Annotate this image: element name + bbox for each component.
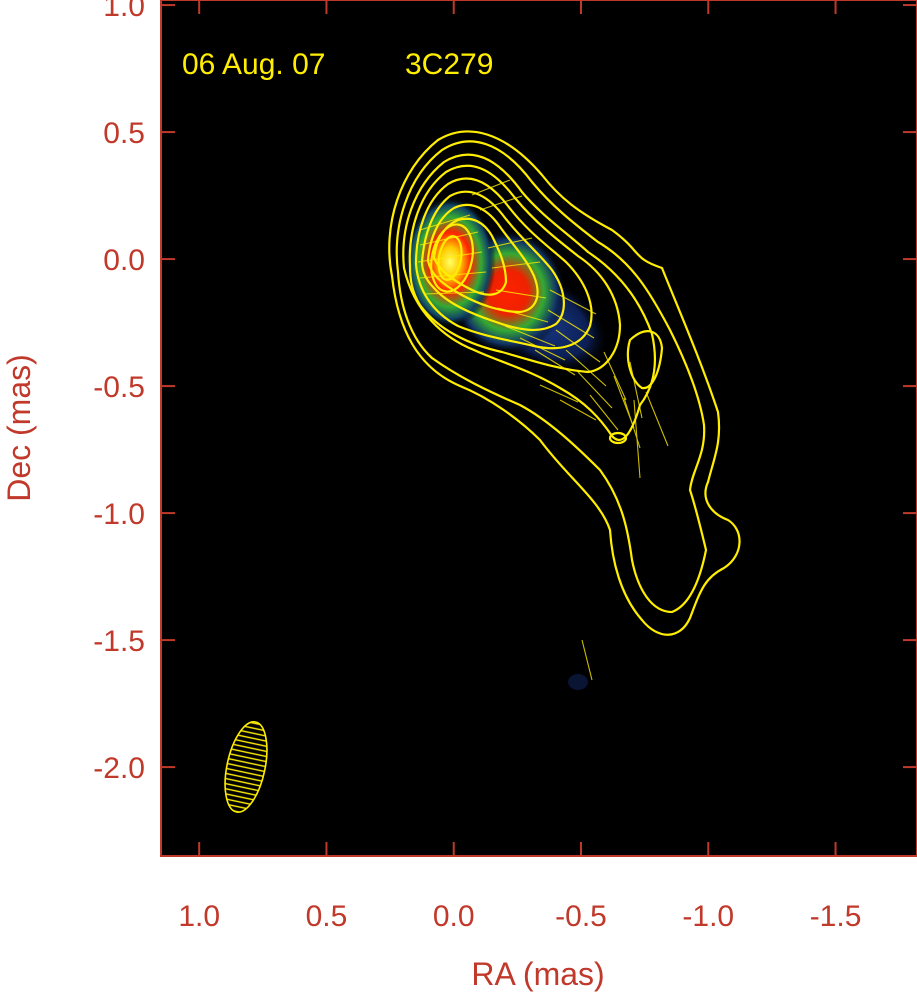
intensity-contours <box>388 130 741 636</box>
x-tick-label: -1.5 <box>810 900 862 933</box>
y-tick-label: -2.0 <box>93 752 145 785</box>
y-tick-label: 1.0 <box>103 0 145 23</box>
colormap-knot-core <box>404 196 496 328</box>
x-axis-ticks <box>198 0 837 856</box>
x-tick-label: 0.5 <box>306 900 348 933</box>
x-axis-title: RA (mas) <box>471 956 604 992</box>
panel-label-source: 3C279 <box>405 48 493 81</box>
polarization-vectors <box>417 179 669 681</box>
x-tick-label: -1.0 <box>682 900 734 933</box>
contour-7 <box>426 203 539 314</box>
contour-4 <box>408 164 622 374</box>
x-axis-tick-labels: 1.0 0.5 0.0 -0.5 -1.0 -1.5 <box>178 900 861 933</box>
y-tick-label: 0.0 <box>103 244 145 277</box>
contour-3 <box>402 153 656 441</box>
restoring-beam <box>224 721 268 813</box>
y-axis-title: Dec (mas) <box>1 354 37 502</box>
polarization-colormap <box>404 196 610 690</box>
y-tick-label: 0.5 <box>103 117 145 150</box>
contour-small-island <box>608 431 628 445</box>
panel-label-date: 06 Aug. 07 <box>182 48 325 81</box>
contour-outer-1 <box>388 130 741 636</box>
y-tick-label: -1.5 <box>93 625 145 658</box>
contour-5 <box>414 177 593 350</box>
colormap-faint-blob <box>568 674 588 690</box>
panel-label: 06 Aug. 07 3C279 <box>182 48 493 81</box>
x-tick-label: 1.0 <box>178 900 220 933</box>
y-axis-ticks <box>161 4 917 769</box>
contour-10 <box>437 235 463 281</box>
y-tick-label: -1.0 <box>93 498 145 531</box>
contour-9 <box>430 223 474 293</box>
y-axis-tick-labels: 1.0 0.5 0.0 -0.5 -1.0 -1.5 -2.0 <box>93 0 145 785</box>
contour-inner-loop-1 <box>626 330 664 390</box>
y-tick-label: -0.5 <box>93 371 145 404</box>
x-tick-label: 0.0 <box>433 900 475 933</box>
x-tick-label: -0.5 <box>555 900 607 933</box>
plot-frame <box>160 0 917 857</box>
contour-8 <box>432 217 508 296</box>
contour-outer-2 <box>395 140 708 614</box>
plot-area <box>161 0 917 856</box>
